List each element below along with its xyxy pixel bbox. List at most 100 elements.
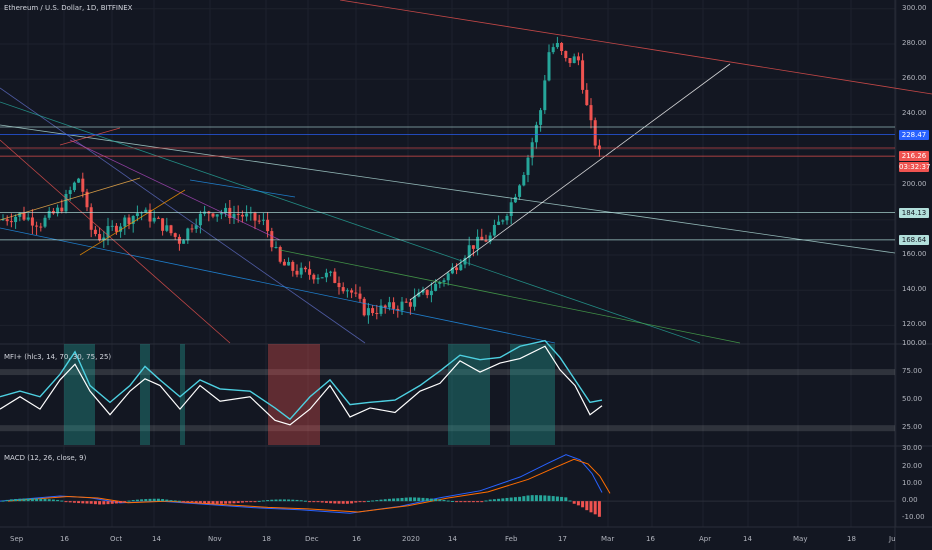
trend-line [409, 63, 731, 301]
macd-histogram-bar [488, 499, 492, 502]
macd-histogram-bar [64, 501, 68, 503]
candle-body [119, 226, 123, 232]
macd-histogram-bar [203, 501, 207, 504]
time-axis-tick: 14 [448, 535, 457, 543]
candle-body [177, 236, 181, 244]
price-axis-tick: 120.00 [902, 320, 927, 329]
candle-body [123, 217, 127, 227]
candle-body [434, 283, 438, 291]
candle-body [530, 142, 534, 158]
candle-body [303, 267, 307, 270]
candle-body [480, 236, 484, 241]
trend-line [0, 139, 231, 344]
macd-histogram-bar [350, 501, 354, 504]
macd-histogram-bar [299, 500, 303, 502]
macd-histogram-bar [324, 501, 328, 503]
candle-body [476, 236, 480, 249]
candle-body [261, 219, 265, 221]
candle-body [278, 247, 282, 262]
macd-histogram-bar [72, 501, 76, 503]
macd-histogram-bar [18, 498, 22, 502]
price-axis-tick: 260.00 [902, 74, 927, 83]
macd-histogram-bar [228, 501, 232, 504]
trend-line [79, 189, 186, 256]
macd-histogram-bar [291, 499, 295, 502]
candle-body [245, 213, 249, 217]
candle-body [14, 216, 18, 223]
macd-histogram-bar [140, 499, 144, 502]
candle-body [463, 257, 467, 265]
macd-histogram-bar [177, 500, 181, 502]
candle-body [572, 56, 576, 64]
candle-body [295, 270, 299, 275]
macd-histogram-bar [354, 501, 358, 503]
candle-body [282, 261, 286, 266]
macd-histogram-bar [568, 500, 572, 502]
macd-histogram-bar [450, 500, 454, 502]
candle-body [165, 225, 169, 231]
mfi-zone [510, 344, 555, 445]
macd-histogram-bar [110, 501, 114, 504]
macd-histogram-bar [429, 498, 433, 502]
macd-histogram-bar [22, 498, 26, 502]
macd-histogram-bar [471, 501, 475, 503]
candle-body [404, 301, 408, 303]
macd-histogram-bar [539, 495, 543, 502]
candle-body [413, 296, 417, 307]
candle-body [396, 308, 400, 311]
macd-histogram-bar [207, 501, 211, 504]
macd-histogram-bar [165, 499, 169, 502]
candle-body [68, 190, 72, 195]
candle-body [564, 51, 568, 59]
candle-body [417, 292, 421, 297]
macd-histogram-bar [303, 500, 307, 502]
candle-body [459, 264, 463, 271]
macd-histogram-bar [240, 501, 244, 503]
macd-histogram-bar [581, 501, 585, 508]
macd-histogram-bar [68, 501, 72, 503]
candle-body [299, 267, 303, 275]
macd-histogram-bar [232, 501, 236, 504]
candle-body [421, 289, 425, 293]
macd-histogram-bar [480, 501, 484, 503]
macd-axis-tick: 10.00 [902, 478, 923, 487]
time-axis-tick: 14 [152, 535, 161, 543]
macd-histogram-bar [60, 500, 64, 502]
macd-histogram-bar [379, 499, 383, 502]
time-axis-tick: Oct [110, 535, 123, 543]
candle-body [308, 269, 312, 275]
candle-body [152, 217, 156, 222]
macd-histogram-bar [190, 501, 194, 503]
candle-body [312, 274, 316, 280]
candle-body [589, 105, 593, 121]
time-axis-tick: Feb [505, 535, 518, 543]
candle-body [240, 214, 244, 217]
mfi-axis-tick: 100.00 [902, 339, 927, 347]
macd-histogram-bar [114, 501, 118, 504]
candle-body [366, 308, 370, 316]
macd-histogram-bar [5, 499, 9, 502]
macd-histogram-bar [547, 495, 551, 502]
macd-axis-tick: -10.00 [902, 513, 925, 522]
macd-histogram-bar [161, 499, 165, 502]
candle-body [81, 178, 85, 192]
candle-body [471, 245, 475, 249]
candle-body [106, 226, 110, 238]
macd-histogram-bar [387, 498, 391, 502]
macd-histogram-bar [316, 501, 320, 503]
macd-histogram-bar [455, 501, 459, 503]
candle-body [287, 261, 291, 266]
price-badge: 03:32:37 [899, 162, 931, 173]
candle-body [232, 213, 236, 219]
candle-body [333, 271, 337, 283]
time-axis-tick: 18 [262, 535, 271, 543]
macd-histogram-bar [144, 499, 148, 502]
macd-histogram-bar [270, 499, 274, 502]
macd-histogram-bar [211, 501, 215, 504]
macd-histogram-bar [127, 500, 131, 502]
macd-histogram-bar [249, 501, 253, 503]
candle-body [9, 221, 13, 223]
macd-histogram-bar [39, 498, 43, 502]
candle-body [539, 110, 543, 125]
candle-body [1, 219, 5, 221]
